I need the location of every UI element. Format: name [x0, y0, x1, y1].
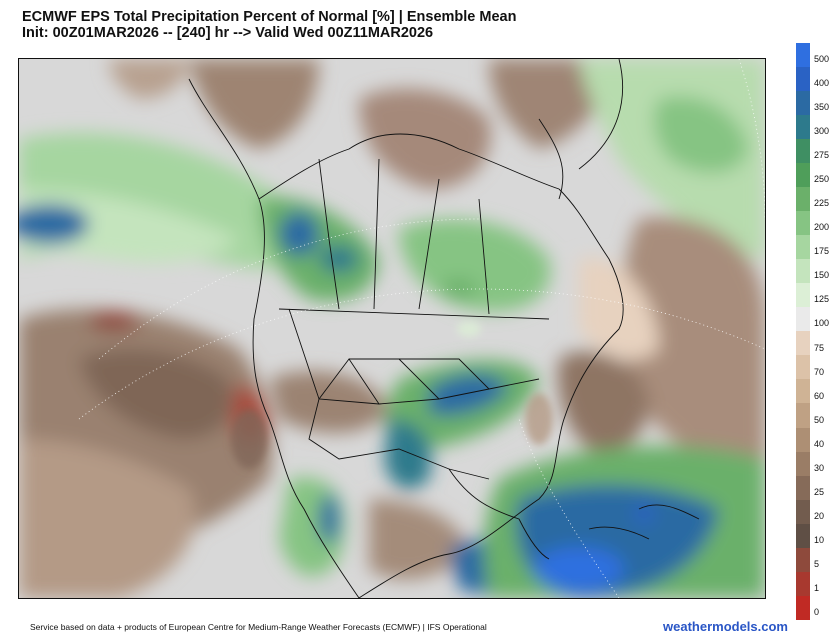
colorbar-tick-label: 100 — [814, 318, 829, 329]
colorbar-segment — [796, 427, 810, 452]
colorbar-tick-label: 1 — [814, 582, 820, 593]
colorbar-tick-label: 125 — [814, 294, 829, 305]
map-title: ECMWF EPS Total Precipitation Percent of… — [22, 9, 517, 25]
colorbar-segment — [796, 355, 810, 380]
colorbar-tick-label: 250 — [814, 174, 829, 185]
colorbar-segment — [796, 499, 810, 524]
colorbar-segment — [796, 571, 810, 596]
colorbar-segment — [796, 403, 810, 428]
precip-detail — [231, 321, 553, 469]
colorbar-tick-label: 20 — [814, 510, 825, 521]
colorbar-tick-label: 400 — [814, 78, 829, 89]
colorbar-tick-label: 10 — [814, 534, 825, 545]
colorbar-segment — [796, 379, 810, 404]
colorbar-tick-label: 50 — [814, 414, 825, 425]
colorbar-segment — [796, 187, 810, 212]
colorbar-tick-label: 275 — [814, 150, 829, 161]
colorbar-tick-label: 75 — [814, 342, 825, 353]
colorbar-tick-label: 0 — [814, 606, 820, 617]
coastline-borders — [188, 59, 700, 598]
map-subtitle: Init: 00Z01MAR2026 -- [240] hr --> Valid… — [22, 25, 434, 41]
colorbar-tick-label: 500 — [814, 54, 829, 65]
colorbar-tick-label: 150 — [814, 270, 829, 281]
colorbar-segment — [796, 259, 810, 284]
colorbar — [796, 43, 810, 620]
colorbar-segment — [796, 211, 810, 236]
colorbar-segment — [796, 451, 810, 476]
colorbar-segment — [796, 331, 810, 356]
graticule — [78, 59, 765, 598]
colorbar-tick-label: 30 — [814, 462, 825, 473]
colorbar-segment — [796, 139, 810, 164]
colorbar-tick-label: 350 — [814, 102, 829, 113]
colorbar-segment — [796, 547, 810, 572]
colorbar-tick-label: 300 — [814, 126, 829, 137]
colorbar-tick-label: 25 — [814, 486, 825, 497]
colorbar-tick-label: 225 — [814, 198, 829, 209]
colorbar-segment — [796, 67, 810, 92]
colorbar-segment — [796, 283, 810, 308]
map-canvas — [19, 59, 765, 598]
colorbar-tick-label: 5 — [814, 558, 820, 569]
colorbar-segment — [796, 91, 810, 116]
colorbar-tick-label: 175 — [814, 246, 829, 257]
footer-credit: Service based on data + products of Euro… — [30, 622, 487, 632]
colorbar-segment — [796, 235, 810, 260]
colorbar-tick-label: 200 — [814, 222, 829, 233]
colorbar-tick-label: 70 — [814, 366, 825, 377]
colorbar-segment — [796, 115, 810, 140]
precipitation-map — [18, 58, 766, 599]
colorbar-segment — [796, 163, 810, 188]
colorbar-segment — [796, 595, 810, 620]
colorbar-segment — [796, 475, 810, 500]
colorbar-tick-label: 40 — [814, 438, 825, 449]
colorbar-segment — [796, 307, 810, 332]
colorbar-tick-label: 60 — [814, 390, 825, 401]
precip-field — [19, 59, 765, 598]
colorbar-segment — [796, 43, 810, 68]
brand-link[interactable]: weathermodels.com — [663, 619, 788, 634]
colorbar-segment — [796, 523, 810, 548]
